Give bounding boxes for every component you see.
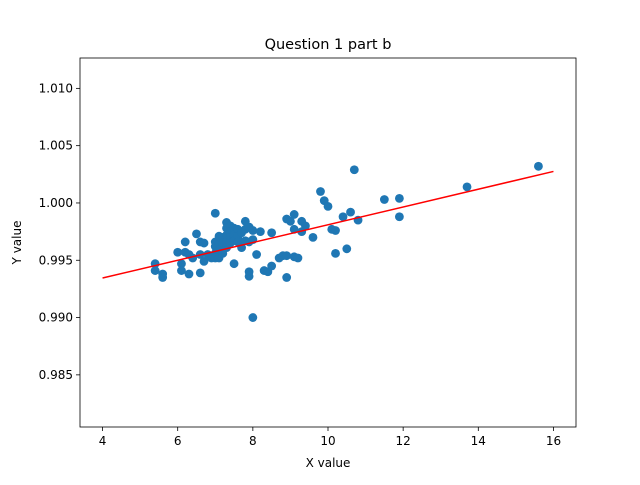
fit-line — [102, 170, 554, 279]
data-point — [323, 202, 333, 211]
data-point — [282, 251, 292, 261]
x-tick-label: 6 — [174, 434, 182, 448]
x-tick-label: 12 — [396, 434, 411, 448]
x-tick-label: 4 — [99, 434, 107, 448]
data-point — [331, 226, 340, 235]
data-point — [248, 226, 258, 235]
data-point — [177, 259, 186, 269]
data-point — [462, 182, 472, 192]
y-tick-label: 1.005 — [39, 139, 73, 153]
data-point — [210, 208, 220, 218]
x-axis-label: X value — [306, 456, 351, 470]
x-tick-label: 10 — [320, 434, 335, 448]
x-tick-label: 14 — [471, 434, 486, 448]
data-point — [192, 229, 201, 239]
data-point — [379, 195, 389, 204]
data-point — [534, 161, 543, 171]
x-tick-label: 16 — [546, 434, 561, 448]
y-tick-label: 0.990 — [39, 311, 73, 325]
data-point — [342, 244, 352, 254]
data-point — [255, 227, 265, 237]
y-axis-ticks: 0.985 0.990 0.995 1.000 1.005 1.010 — [39, 81, 80, 382]
data-point — [229, 259, 239, 269]
data-point — [289, 210, 299, 219]
data-point — [346, 207, 355, 217]
data-point — [195, 268, 205, 278]
y-tick-label: 1.010 — [39, 81, 73, 95]
data-point — [349, 165, 359, 175]
data-point — [286, 216, 295, 226]
data-point — [184, 269, 194, 279]
data-point — [316, 187, 325, 196]
y-tick-label: 0.995 — [39, 253, 73, 267]
data-point — [267, 228, 277, 238]
data-point — [267, 261, 277, 271]
chart-title: Question 1 part b — [265, 37, 392, 53]
y-tick-label: 0.985 — [39, 368, 73, 382]
x-tick-label: 8 — [249, 434, 257, 448]
data-point — [199, 238, 209, 248]
data-point — [177, 266, 186, 275]
y-axis-label: Y value — [10, 221, 24, 266]
data-point — [331, 248, 340, 258]
y-tick-label: 1.000 — [39, 196, 73, 210]
data-point — [173, 247, 183, 257]
data-point — [394, 212, 404, 222]
data-point — [158, 273, 168, 282]
data-point — [180, 237, 190, 247]
data-point — [244, 271, 254, 281]
data-point — [282, 273, 292, 282]
data-point — [199, 257, 209, 266]
data-point — [301, 221, 310, 231]
data-point — [394, 193, 404, 203]
data-point — [150, 266, 160, 275]
data-layer — [102, 161, 554, 322]
data-point — [308, 232, 318, 242]
data-point — [248, 313, 258, 322]
data-point — [338, 212, 348, 222]
data-point — [252, 250, 262, 259]
x-axis-ticks: 4 6 8 10 12 14 16 — [99, 427, 561, 448]
data-point — [293, 253, 303, 263]
